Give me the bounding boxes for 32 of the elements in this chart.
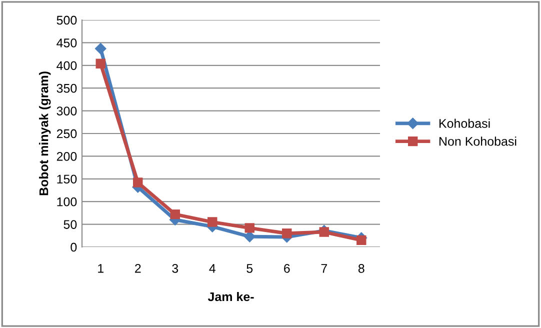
x-tick-label: 6	[284, 264, 290, 273]
x-axis-title: Jam ke-	[208, 292, 254, 302]
point	[95, 42, 106, 54]
y-tick-label: 400	[56, 61, 77, 70]
x-tick-label: 2	[135, 264, 141, 273]
y-tick-label: 200	[56, 152, 77, 161]
x-tick-label: 7	[321, 264, 327, 273]
x-tick-label: 8	[358, 264, 364, 273]
y-tick-label: 350	[56, 84, 77, 93]
point	[96, 58, 106, 68]
y-tick-label: 50	[64, 220, 77, 229]
legend-label: Non Kohobasi	[439, 136, 516, 146]
x-tick-label: 4	[209, 264, 216, 273]
legend-label: Kohobasi	[439, 118, 490, 128]
y-tick-label: 0	[70, 242, 77, 252]
y-tick-label: 300	[56, 106, 77, 116]
y-tick-label: 500	[56, 16, 77, 25]
x-tick-label: 3	[172, 264, 178, 273]
point	[282, 228, 292, 238]
y-tick-label: 150	[57, 174, 77, 184]
x-tick-label: 5	[246, 264, 253, 273]
y-axis-title: Bobot minyak (gram)	[39, 72, 51, 196]
point	[244, 223, 254, 233]
y-tick-label: 100	[57, 197, 77, 206]
y-tick-label: 450	[56, 38, 77, 48]
point	[170, 209, 180, 220]
point	[319, 227, 329, 237]
point	[356, 235, 366, 246]
x-tick-label: 1	[98, 264, 104, 273]
point	[133, 178, 143, 188]
y-tick-label: 250	[56, 129, 77, 138]
point	[208, 217, 218, 227]
